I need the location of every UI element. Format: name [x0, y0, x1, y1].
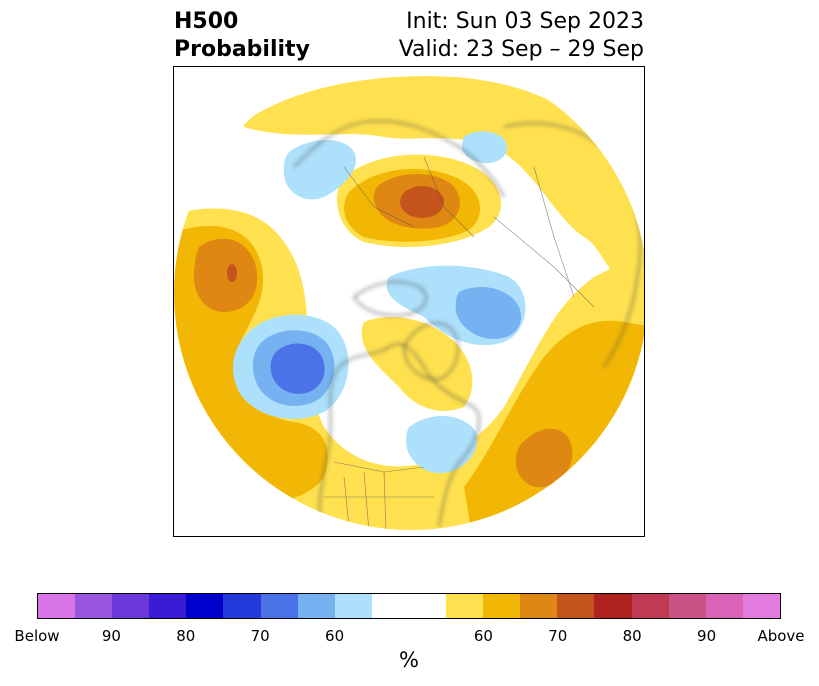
anomaly-above-80-pacific	[193, 238, 258, 312]
colorbar	[37, 593, 781, 619]
colorbar-tick-label: 70	[250, 627, 270, 645]
colorbar-segment-above-4	[594, 594, 632, 618]
colorbar-segment-above-2	[520, 594, 558, 618]
colorbar-segment-above-3	[557, 594, 595, 618]
colorbar-segment-above-8	[742, 594, 780, 618]
border-us-states-2	[363, 471, 370, 530]
title-variable: H500	[174, 9, 239, 34]
colorbar-segment-neutral	[371, 594, 447, 618]
border-europe-2	[423, 156, 475, 238]
valid-range: Valid: 23 Sep – 29 Sep	[398, 37, 644, 62]
border-asia-1	[493, 216, 595, 308]
colorbar-segment-above-1	[483, 594, 521, 618]
colorbar-segment-below-5	[223, 594, 261, 618]
anomaly-below-70-arctic	[455, 287, 522, 339]
colorbar-segment-below-3	[149, 594, 187, 618]
anomaly-below-60-scandinavia	[462, 131, 508, 164]
anomaly-above-90-pacific	[227, 264, 237, 282]
anomaly-below-80-pacific	[270, 343, 325, 394]
colorbar-segment-below-4	[186, 594, 224, 618]
title-quantity: Probability	[174, 37, 310, 62]
colorbar-tick-label: 80	[176, 627, 196, 645]
anomaly-above-60-canada	[361, 317, 473, 411]
borders	[324, 156, 595, 530]
colorbar-tick-label: Below	[14, 627, 60, 645]
map-canvas	[174, 67, 644, 530]
colorbar-tick-label: 90	[101, 627, 121, 645]
colorbar-unit-label: %	[399, 648, 419, 672]
title-left: H500 Probability	[174, 8, 310, 64]
colorbar-segment-below-8	[334, 594, 372, 618]
colorbar-segment-above-7	[705, 594, 743, 618]
title-right: Init: Sun 03 Sep 2023 Valid: 23 Sep – 29…	[399, 8, 644, 64]
colorbar-segment-below-2	[112, 594, 150, 618]
colorbar-tick-label: 60	[325, 627, 345, 645]
colorbar-segment-below-1	[75, 594, 113, 618]
colorbar-segment-above-0	[446, 594, 484, 618]
colorbar-segment-below-7	[297, 594, 335, 618]
border-asia-2	[533, 166, 575, 298]
colorbar-tick-label: 70	[548, 627, 568, 645]
anomaly-above-60-arctic-rim	[244, 76, 644, 297]
colorbar-tick-label: 60	[473, 627, 493, 645]
anomaly-above-90-europe	[400, 186, 444, 218]
coast-europe	[293, 120, 505, 198]
anomaly-below-60-east-us	[405, 415, 478, 474]
border-us-states-1	[343, 476, 350, 528]
colorbar-segment-below-6	[260, 594, 298, 618]
colorbar-segment-below-0	[38, 594, 76, 618]
colorbar-segment-above-5	[631, 594, 669, 618]
anomaly-below-60-greenland	[283, 139, 356, 200]
colorbar-tick-label: 80	[622, 627, 642, 645]
border-us-states-3	[383, 471, 387, 530]
colorbar-segment-above-6	[668, 594, 706, 618]
border-europe-1	[343, 166, 415, 228]
map-disc	[174, 67, 644, 530]
probability-map	[173, 66, 645, 537]
colorbar-tick-label: 90	[697, 627, 717, 645]
colorbar-tick-label: Above	[757, 627, 805, 645]
anomaly-above-80-atlantic	[515, 428, 573, 488]
coast-arctic-islands	[353, 281, 427, 316]
coast-north-america	[319, 343, 480, 530]
init-date: Init: Sun 03 Sep 2023	[406, 9, 644, 34]
coast-greenland	[403, 322, 459, 380]
